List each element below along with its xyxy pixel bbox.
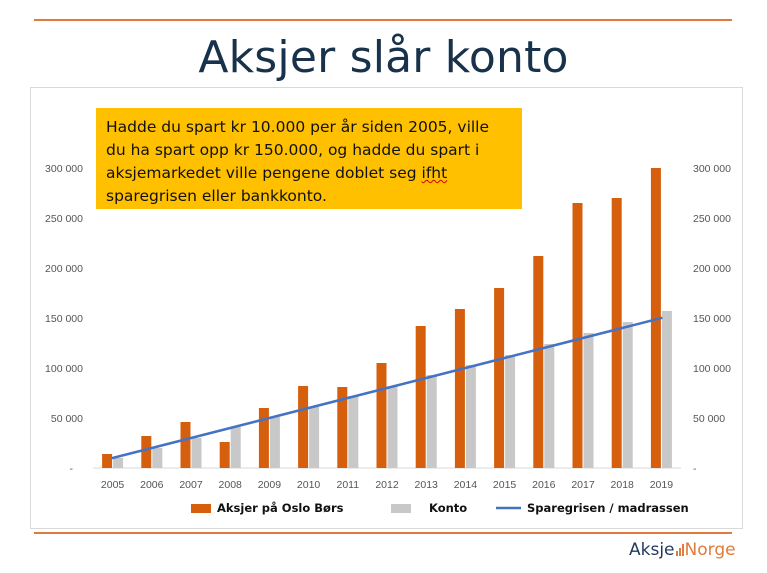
y-tick-label-right: 300 000 bbox=[693, 163, 731, 175]
bar-konto bbox=[348, 396, 359, 468]
bar-konto bbox=[152, 448, 163, 468]
bar-konto bbox=[191, 438, 202, 468]
logo-text-left: Aksje bbox=[629, 540, 675, 560]
bar-aksjer bbox=[454, 309, 465, 468]
callout-text: Hadde du spart kr 10.000 per år siden 20… bbox=[106, 116, 512, 208]
bar-aksjer bbox=[572, 203, 583, 468]
bar-konto bbox=[309, 407, 320, 468]
bar-aksjer bbox=[180, 422, 191, 468]
bar-aksjer bbox=[102, 454, 113, 468]
y-tick-label-left: 150 000 bbox=[45, 313, 83, 325]
bar-konto bbox=[269, 417, 280, 468]
y-tick-label-left: 200 000 bbox=[45, 263, 83, 275]
callout-text-part: Hadde du spart kr 10.000 per år siden 20… bbox=[106, 118, 490, 182]
legend-swatch-konto bbox=[391, 504, 411, 513]
y-tick-label-left: 300 000 bbox=[45, 163, 83, 175]
x-tick-label: 2018 bbox=[611, 479, 635, 491]
y-tick-label-left: 100 000 bbox=[45, 363, 83, 375]
bar-aksjer bbox=[258, 408, 269, 468]
bar-konto bbox=[505, 355, 516, 468]
bar-aksjer bbox=[337, 387, 348, 468]
bar-konto bbox=[230, 427, 241, 468]
bar-konto bbox=[426, 375, 437, 468]
logo-text-right: Norge bbox=[684, 540, 736, 560]
bar-konto bbox=[465, 365, 476, 468]
x-tick-label: 2006 bbox=[140, 479, 164, 491]
bar-konto bbox=[622, 322, 633, 468]
aksjenorge-logo: Aksje Norge bbox=[629, 540, 736, 560]
logo-bars-icon bbox=[675, 544, 684, 556]
bar-konto bbox=[387, 386, 398, 468]
legend-label-konto: Konto bbox=[429, 501, 467, 515]
bottom-rule bbox=[34, 532, 732, 534]
bar-aksjer bbox=[141, 436, 152, 468]
top-rule bbox=[34, 19, 732, 21]
bar-aksjer bbox=[219, 442, 230, 468]
bar-aksjer bbox=[415, 326, 426, 468]
y-tick-label-right: 150 000 bbox=[693, 313, 731, 325]
y-tick-label-right: 50 000 bbox=[693, 413, 725, 425]
bar-konto bbox=[544, 344, 555, 468]
y-tick-label-left: 50 000 bbox=[51, 413, 83, 425]
bar-konto bbox=[661, 311, 672, 468]
x-tick-label: 2007 bbox=[179, 479, 203, 491]
bar-konto bbox=[113, 458, 124, 468]
x-tick-label: 2005 bbox=[101, 479, 125, 491]
x-tick-label: 2009 bbox=[258, 479, 282, 491]
x-tick-label: 2015 bbox=[493, 479, 517, 491]
line-sparegrisen bbox=[111, 316, 663, 460]
bar-aksjer bbox=[298, 386, 309, 468]
y-tick-label-right: 250 000 bbox=[693, 213, 731, 225]
legend-swatch-aksjer bbox=[191, 504, 211, 513]
bar-konto bbox=[583, 333, 594, 468]
x-tick-label: 2016 bbox=[532, 479, 556, 491]
x-tick-label: 2014 bbox=[454, 479, 478, 491]
y-tick-label-right: 200 000 bbox=[693, 263, 731, 275]
x-tick-label: 2013 bbox=[415, 479, 439, 491]
callout-box: Hadde du spart kr 10.000 per år siden 20… bbox=[96, 108, 522, 209]
callout-text-part: sparegrisen eller bankkonto. bbox=[106, 187, 327, 205]
legend-label-aksjer: Aksjer på Oslo Børs bbox=[217, 501, 344, 515]
x-tick-label: 2017 bbox=[571, 479, 595, 491]
y-tick-label-right: - bbox=[693, 463, 697, 475]
y-tick-label-left: 250 000 bbox=[45, 213, 83, 225]
bar-aksjer bbox=[494, 288, 505, 468]
x-tick-label: 2008 bbox=[219, 479, 243, 491]
x-tick-label: 2012 bbox=[375, 479, 399, 491]
y-tick-label-right: 100 000 bbox=[693, 363, 731, 375]
x-tick-label: 2010 bbox=[297, 479, 321, 491]
chart: - - 50 000 50 000 100 000 100 000 150 000 150 0… bbox=[45, 163, 731, 515]
bar-aksjer bbox=[533, 256, 544, 468]
y-tick-label-left: - bbox=[70, 463, 74, 475]
callout-text-part-underlined: ifht bbox=[421, 164, 448, 182]
bar-aksjer bbox=[650, 168, 661, 468]
legend-label-line: Sparegrisen / madrassen bbox=[527, 501, 689, 515]
x-tick-label: 2011 bbox=[337, 479, 360, 491]
x-tick-label: 2019 bbox=[650, 479, 674, 491]
bar-aksjer bbox=[376, 363, 387, 468]
bar-aksjer bbox=[611, 198, 622, 468]
page-title: Aksjer slår konto bbox=[198, 32, 569, 83]
